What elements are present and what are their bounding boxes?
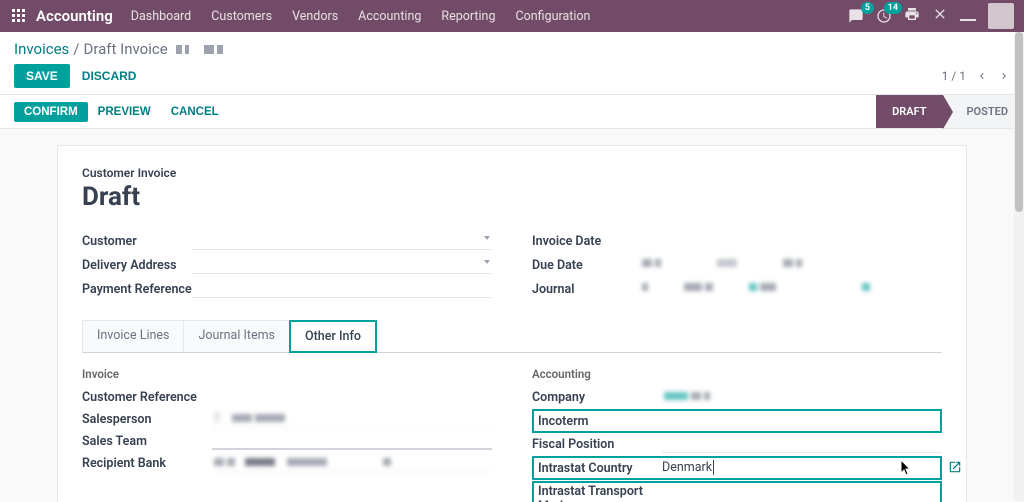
apps-icon[interactable] (10, 7, 28, 25)
pager-text: 1 / 1 (942, 69, 966, 83)
label-incoterm: Incoterm (538, 414, 660, 429)
menu-vendors[interactable]: Vendors (292, 9, 338, 24)
preview-button[interactable]: PREVIEW (88, 102, 161, 122)
user-avatar[interactable] (988, 3, 1014, 29)
label-delivery: Delivery Address (82, 258, 192, 273)
menu-accounting[interactable]: Accounting (358, 9, 421, 24)
discard-button[interactable]: DISCARD (70, 64, 149, 88)
label-intrastat-country: Intrastat Country (538, 461, 660, 476)
input-due-date[interactable] (642, 256, 942, 274)
label-custref: Customer Reference (82, 390, 212, 405)
cancel-button[interactable]: CANCEL (161, 102, 229, 122)
input-custref[interactable] (212, 388, 492, 406)
label-invoice-date: Invoice Date (532, 234, 642, 249)
label-salesteam: Sales Team (82, 434, 212, 449)
form-sheet: Customer Invoice Draft Customer Delivery… (57, 145, 967, 502)
input-incoterm[interactable] (660, 412, 936, 430)
breadcrumb-bar: Invoices / Draft Invoice SAVE DISCARD 1 … (0, 32, 1024, 95)
breadcrumb-root[interactable]: Invoices (14, 40, 69, 58)
label-customer: Customer (82, 234, 192, 249)
input-intrastat-country[interactable]: Denmark (660, 459, 936, 477)
save-button[interactable]: SAVE (14, 64, 70, 88)
label-journal: Journal (532, 282, 642, 297)
sheet-title: Draft (82, 182, 942, 212)
sheet-subtitle: Customer Invoice (82, 166, 942, 180)
breadcrumb-current: Draft Invoice (83, 40, 167, 58)
status-draft[interactable]: DRAFT (876, 95, 942, 128)
menu-customers[interactable]: Customers (211, 9, 272, 24)
top-menu: Dashboard Customers Vendors Accounting R… (131, 9, 591, 24)
status-bar: CONFIRM PREVIEW CANCEL DRAFT POSTED (0, 95, 1024, 129)
input-recipientbank[interactable] (212, 454, 492, 472)
activities-icon[interactable]: 14 (876, 8, 892, 24)
minimize-icon[interactable] (960, 19, 976, 21)
top-navbar: Accounting Dashboard Customers Vendors A… (0, 0, 1024, 32)
highlight-incoterm: Incoterm (532, 409, 942, 433)
pager-prev-icon[interactable] (976, 70, 988, 82)
section-invoice: Invoice (82, 367, 492, 381)
activities-badge: 14 (884, 2, 902, 14)
label-fiscal: Fiscal Position (532, 437, 662, 452)
input-fiscal[interactable] (662, 435, 942, 453)
input-delivery[interactable] (192, 256, 492, 274)
external-link-icon[interactable] (948, 460, 962, 474)
section-accounting: Accounting (532, 367, 942, 381)
label-company: Company (532, 390, 662, 405)
messaging-icon[interactable]: 5 (848, 8, 864, 24)
pager-next-icon[interactable] (998, 70, 1010, 82)
input-customer[interactable] (192, 232, 492, 250)
scrollbar-thumb[interactable] (1015, 32, 1023, 212)
confirm-button[interactable]: CONFIRM (14, 102, 88, 122)
label-recipientbank: Recipient Bank (82, 456, 212, 471)
app-brand[interactable]: Accounting (36, 7, 113, 25)
menu-dashboard[interactable]: Dashboard (131, 9, 191, 24)
messaging-badge: 5 (861, 2, 874, 14)
input-invoice-date[interactable] (642, 232, 942, 250)
input-company[interactable] (662, 388, 942, 406)
tab-journal-items[interactable]: Journal Items (183, 320, 290, 352)
value-intrastat-country: Denmark (662, 460, 712, 475)
highlight-intrastat-transport: Intrastat Transport Mode (532, 481, 942, 502)
input-salesperson[interactable] (212, 410, 492, 428)
input-payref[interactable] (192, 280, 492, 298)
menu-reporting[interactable]: Reporting (441, 9, 495, 24)
vertical-scrollbar[interactable] (1014, 32, 1024, 501)
tab-invoice-lines[interactable]: Invoice Lines (82, 320, 184, 352)
label-intrastat-transport: Intrastat Transport Mode (538, 484, 660, 502)
label-salesperson: Salesperson (82, 412, 212, 427)
tab-other-info[interactable]: Other Info (289, 320, 377, 353)
input-intrastat-transport[interactable] (660, 490, 936, 502)
label-payref: Payment Reference (82, 282, 192, 297)
menu-configuration[interactable]: Configuration (515, 9, 590, 24)
highlight-intrastat-country: Intrastat Country Denmark (532, 456, 942, 480)
tabs: Invoice Lines Journal Items Other Info (82, 320, 942, 353)
print-icon[interactable] (904, 6, 920, 26)
input-journal[interactable] (642, 280, 942, 298)
breadcrumb-separator: / (73, 40, 79, 58)
input-salesteam[interactable] (212, 432, 492, 450)
close-icon[interactable] (932, 6, 948, 26)
status-posted[interactable]: POSTED (943, 95, 1024, 128)
breadcrumb-obscured (176, 45, 223, 54)
label-due-date: Due Date (532, 258, 642, 273)
